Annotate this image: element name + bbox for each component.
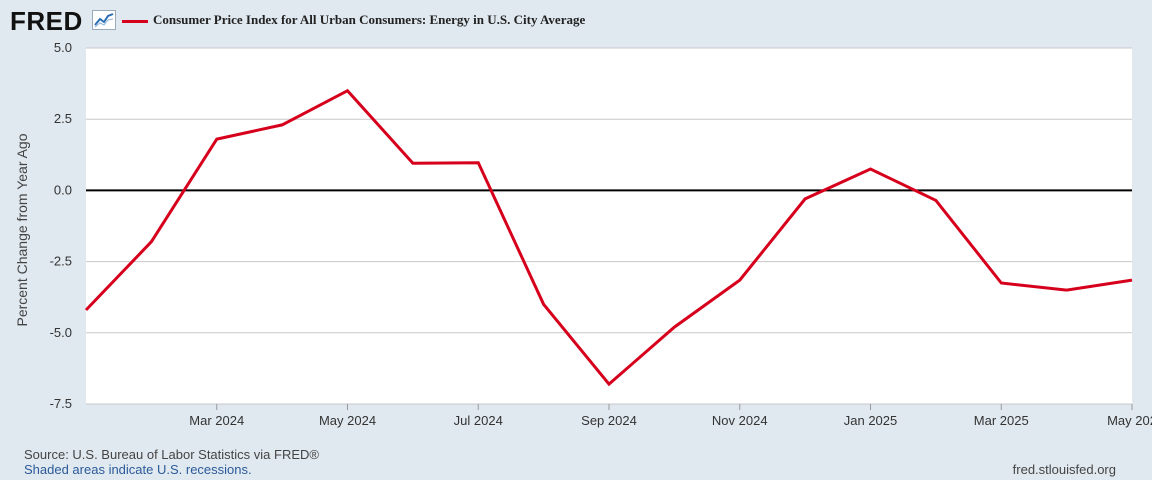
source-credit[interactable]: Source: U.S. Bureau of Labor Statistics … [24, 447, 319, 462]
gridlines [86, 47, 1132, 405]
data-point[interactable] [737, 277, 743, 283]
data-point[interactable] [345, 88, 351, 94]
x-tick-label: May 202 [1107, 413, 1152, 428]
x-tick-label: May 2024 [319, 413, 376, 428]
data-point[interactable] [279, 122, 285, 128]
data-point[interactable] [475, 160, 481, 166]
y-tick-label: 2.5 [54, 111, 72, 126]
sparkline-chart-icon [92, 10, 116, 30]
x-tick-label: Mar 2024 [189, 413, 244, 428]
y-axis-label: Percent Change from Year Ago [14, 133, 30, 326]
y-tick-label: 5.0 [54, 40, 72, 55]
x-axis-ticks: Mar 2024 May 2024 Jul 2024 Sep 2024 Nov 2024… [189, 404, 1152, 428]
series-title[interactable]: Consumer Price Index for All Urban Consu… [153, 12, 586, 27]
data-point[interactable] [541, 301, 547, 307]
website-link[interactable]: fred.stlouisfed.org [1012, 462, 1116, 477]
y-tick-label: -7.5 [50, 396, 72, 411]
y-tick-label: -5.0 [50, 325, 72, 340]
data-point[interactable] [606, 381, 612, 387]
y-tick-label: 0.0 [54, 182, 72, 197]
legend-swatch [122, 20, 148, 23]
x-tick-label: Sep 2024 [581, 413, 637, 428]
data-point[interactable] [148, 239, 154, 245]
recession-note: Shaded areas indicate U.S. recessions. [24, 462, 252, 477]
data-point[interactable] [998, 280, 1004, 286]
data-point[interactable] [410, 160, 416, 166]
data-point[interactable] [933, 197, 939, 203]
data-point[interactable] [1129, 277, 1135, 283]
data-point[interactable] [83, 307, 89, 313]
plot-area [86, 48, 1132, 404]
y-axis-ticks: 5.0 2.5 0.0 -2.5 -5.0 -7.5 [50, 40, 72, 411]
data-point[interactable] [214, 136, 220, 142]
x-tick-label: Jul 2024 [454, 413, 503, 428]
data-point[interactable] [868, 166, 874, 172]
data-point[interactable] [802, 196, 808, 202]
x-tick-label: Jan 2025 [844, 413, 898, 428]
fred-logo[interactable]: FRED [10, 6, 83, 36]
series-line[interactable] [84, 88, 1133, 387]
y-tick-label: -2.5 [50, 254, 72, 269]
x-tick-label: Mar 2025 [974, 413, 1029, 428]
data-point[interactable] [671, 324, 677, 330]
x-tick-label: Nov 2024 [712, 413, 768, 428]
data-point[interactable] [1064, 287, 1070, 293]
